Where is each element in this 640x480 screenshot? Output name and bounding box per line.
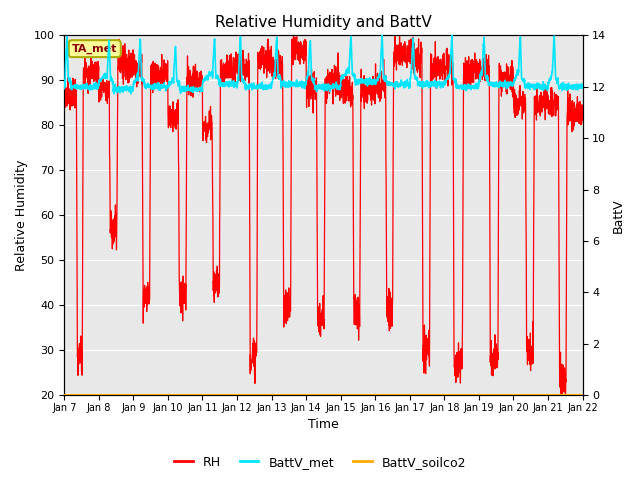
X-axis label: Time: Time [308, 419, 339, 432]
Y-axis label: BattV: BattV [612, 198, 625, 233]
Title: Relative Humidity and BattV: Relative Humidity and BattV [215, 15, 432, 30]
Text: TA_met: TA_met [72, 44, 117, 54]
Y-axis label: Relative Humidity: Relative Humidity [15, 159, 28, 271]
Legend: RH, BattV_met, BattV_soilco2: RH, BattV_met, BattV_soilco2 [169, 451, 471, 474]
